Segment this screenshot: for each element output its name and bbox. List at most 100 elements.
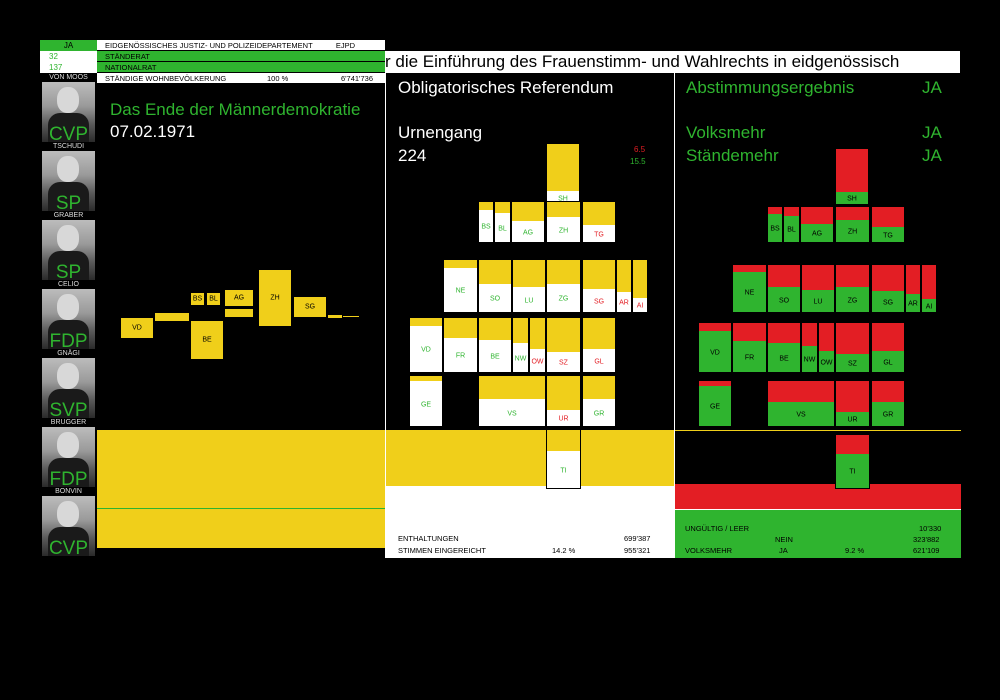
canton-label: ZH <box>558 227 569 234</box>
staendemehr-value: JA <box>922 146 942 165</box>
volksmehr-footer-ja: JA <box>779 546 788 555</box>
canton-cell-result[interactable]: AG <box>800 206 834 243</box>
canton-cell-result[interactable]: TG <box>871 206 905 243</box>
canton-cell-referendum[interactable]: SG <box>582 259 616 313</box>
canton-cell-result[interactable]: TI <box>835 434 870 489</box>
canton-cell-result[interactable]: LU <box>801 264 835 313</box>
canton-cell-referendum[interactable]: OW <box>529 317 546 373</box>
canton-cell-referendum[interactable]: VS <box>478 375 546 427</box>
canton-label: NW <box>514 355 527 362</box>
canton-cell-referendum[interactable]: GR <box>582 375 616 427</box>
canton-label: BS <box>192 295 203 303</box>
canton-cell-result[interactable]: AR <box>905 264 921 313</box>
canton-cell-result[interactable]: FR <box>732 322 767 373</box>
canton-cell-population[interactable]: BE <box>190 320 224 360</box>
canton-label: GE <box>420 401 432 408</box>
canton-label: ZH <box>847 228 858 236</box>
politician-party: CVP <box>48 538 89 556</box>
canton-cell-result[interactable]: VD <box>698 322 732 373</box>
canton-cell-referendum[interactable]: AI <box>632 259 648 313</box>
canton-cell-result[interactable]: NE <box>732 264 767 313</box>
canton-cell-result[interactable]: SH <box>835 148 869 205</box>
canton-cell-referendum[interactable]: NE <box>443 259 478 313</box>
canton-label: SG <box>593 298 605 305</box>
population-label: STÄNDIGE WOHNBEVÖLKERUNG <box>105 74 227 83</box>
canton-label: OW <box>531 358 544 365</box>
portrait-head <box>57 87 79 113</box>
eingereicht-label: STIMMEN EINGEREICHT <box>398 546 486 555</box>
canton-cell-population[interactable]: SG <box>293 296 327 318</box>
portrait-head <box>57 156 79 182</box>
canton-label: BE <box>202 336 212 344</box>
canton-label: BL <box>209 295 218 303</box>
canton-cell-referendum[interactable]: NW <box>512 317 529 373</box>
canton-cell-referendum[interactable]: UR <box>546 375 581 427</box>
panel3-band-line <box>675 509 961 510</box>
politician-name: TSCHUDI <box>52 143 85 150</box>
canton-cell-referendum[interactable]: GL <box>582 317 616 373</box>
canton-cell-result[interactable]: VS <box>767 380 835 427</box>
stimmberechtigt-pct: 24.5 % <box>265 547 289 556</box>
portrait-suit <box>48 182 89 211</box>
canton-cell-referendum[interactable]: ZG <box>546 259 581 313</box>
canton-label: AR <box>619 299 629 307</box>
canton-cell-result[interactable]: GL <box>871 322 905 373</box>
canton-cell-referendum[interactable]: BE <box>478 317 512 373</box>
portrait-head <box>57 225 79 251</box>
canton-cell-population[interactable]: VD <box>120 317 154 339</box>
canton-cell-referendum[interactable]: SO <box>478 259 512 313</box>
canton-cell-result[interactable]: SG <box>871 264 905 313</box>
canton-cell-referendum[interactable]: SZ <box>546 317 581 373</box>
canton-cell-result[interactable]: AI <box>921 264 937 313</box>
politician-name: BONVIN <box>55 488 82 495</box>
canton-cell-population[interactable]: ZH <box>258 269 292 327</box>
stimmberechtigt-value: 1'654'708 <box>327 547 360 556</box>
canton-cell-referendum[interactable]: TG <box>582 201 616 243</box>
panel1-band <box>97 430 385 548</box>
urnengang-number: 224 <box>398 146 427 165</box>
canton-cell-referendum[interactable]: GE <box>409 375 443 427</box>
canton-cell-result[interactable]: SO <box>767 264 801 313</box>
canton-label: TG <box>883 232 893 239</box>
canton-cell-result[interactable]: GE <box>698 380 732 427</box>
canton-cell-referendum[interactable]: SH <box>546 143 580 205</box>
canton-label: AG <box>811 230 823 238</box>
canton-cell-referendum[interactable]: BL <box>494 201 511 243</box>
canton-cell-result[interactable]: BS <box>767 206 783 243</box>
canton-cell-referendum[interactable]: TI <box>546 429 581 489</box>
canton-cell-referendum[interactable]: BS <box>478 201 494 243</box>
panel-overview: Das Ende der Männerdemokratie 07.02.1971… <box>97 84 385 558</box>
canton-cell-referendum[interactable]: AR <box>616 259 632 313</box>
canton-label: SZ <box>848 360 857 368</box>
canton-cell-result[interactable]: NW <box>801 322 818 373</box>
canton-cell-population[interactable]: AG <box>224 289 254 307</box>
canton-cell-referendum[interactable]: FR <box>443 317 478 373</box>
canton-cell-population[interactable]: BL <box>206 292 221 306</box>
canton-cell-referendum[interactable]: LU <box>512 259 546 313</box>
canton-strip <box>154 312 190 322</box>
politician-party: CVP <box>48 124 89 142</box>
canton-cell-result[interactable]: BE <box>767 322 801 373</box>
canton-label: AR <box>908 300 918 308</box>
canton-cell-population[interactable]: BS <box>190 292 205 306</box>
canton-cell-referendum[interactable]: AG <box>511 201 545 243</box>
canton-cell-result[interactable]: UR <box>835 380 870 427</box>
canton-cell-result[interactable]: SZ <box>835 322 870 373</box>
canton-label: BE <box>490 353 500 361</box>
canton-cell-referendum[interactable]: ZH <box>546 201 581 243</box>
canton-label: BL <box>787 226 796 234</box>
canton-label: AG <box>522 229 534 236</box>
canton-cell-result[interactable]: OW <box>818 322 835 373</box>
canton-cell-result[interactable]: ZG <box>835 264 870 313</box>
panel3-title: Abstimmungsergebnis <box>686 78 855 97</box>
canton-cell-result[interactable]: GR <box>871 380 905 427</box>
canton-label: BE <box>779 355 789 362</box>
canton-cell-result[interactable]: BL <box>783 206 800 243</box>
panel3-band-red <box>675 484 961 509</box>
portrait-suit <box>48 389 89 418</box>
panel2-band-yellow <box>386 430 675 486</box>
canton-cell-referendum[interactable]: VD <box>409 317 443 373</box>
politician-name: BRUGGER <box>50 419 87 426</box>
canton-cell-result[interactable]: ZH <box>835 206 870 243</box>
canton-label: GR <box>593 410 605 417</box>
